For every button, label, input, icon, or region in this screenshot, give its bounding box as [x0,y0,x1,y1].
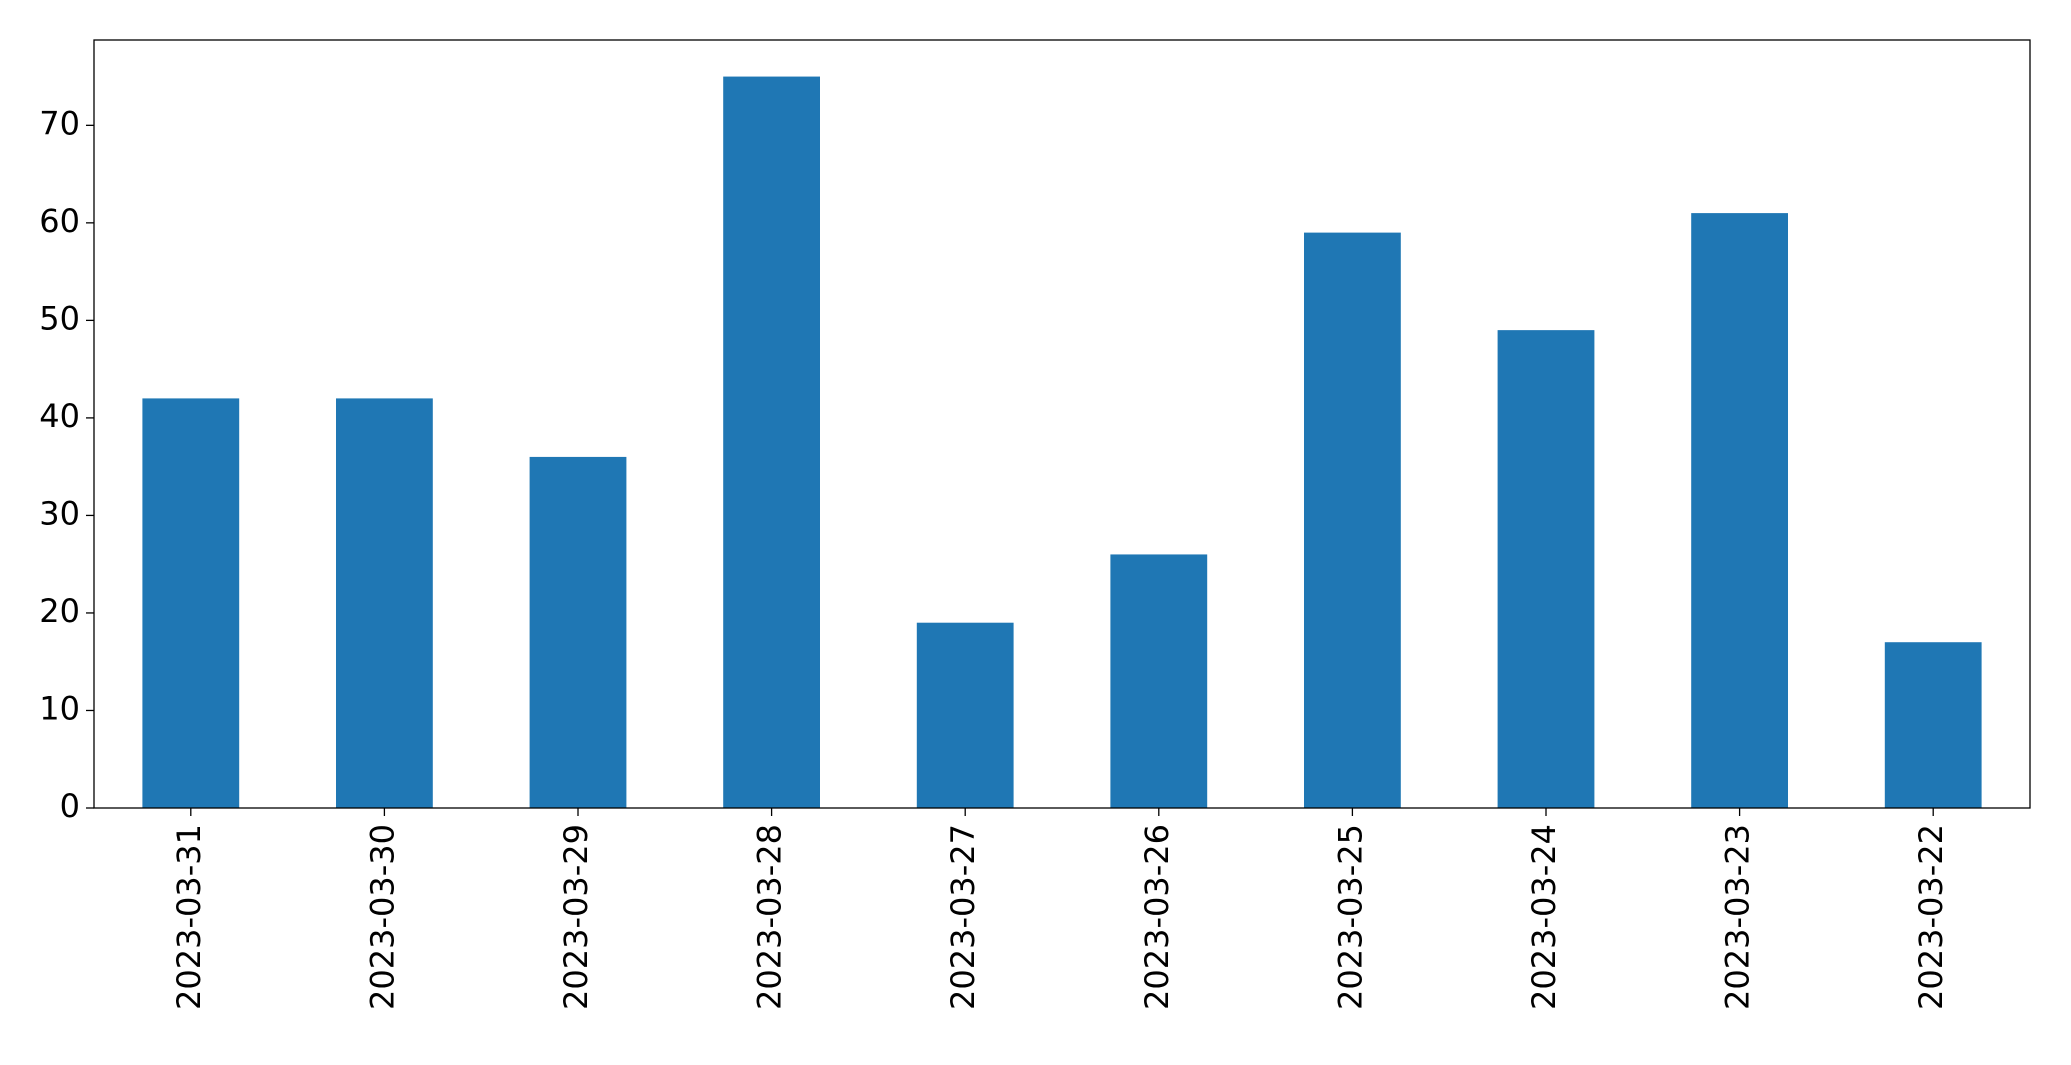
y-tick-label: 70 [39,104,80,142]
bar [529,456,627,808]
x-tick-label: 2023-03-27 [944,824,982,1010]
x-tick-label: 2023-03-29 [557,824,595,1010]
bar [723,76,820,809]
x-tick-label: 2023-03-30 [363,824,401,1010]
bar [336,398,433,808]
bar [916,622,1014,808]
bar [1884,642,1982,808]
bar [1497,330,1595,808]
y-tick-label: 20 [39,592,80,630]
x-tick-label: 2023-03-23 [1719,824,1757,1010]
bar [1691,213,1788,809]
x-tick-label: 2023-03-26 [1138,824,1176,1010]
x-tick-label: 2023-03-22 [1912,824,1950,1010]
x-tick-label: 2023-03-25 [1331,824,1369,1010]
bar [1110,554,1208,808]
x-tick-label: 2023-03-31 [170,824,208,1010]
y-tick-label: 30 [39,494,80,532]
bar [1304,232,1401,809]
bar [142,398,240,808]
y-tick-label: 60 [39,202,80,240]
y-tick-label: 40 [39,397,80,435]
plot-frame [93,39,2031,809]
x-tick-label: 2023-03-24 [1525,824,1563,1010]
y-tick-label: 50 [39,299,80,337]
y-tick-label: 0 [60,787,80,825]
x-tick-label: 2023-03-28 [751,824,789,1010]
y-tick-label: 10 [39,689,80,727]
